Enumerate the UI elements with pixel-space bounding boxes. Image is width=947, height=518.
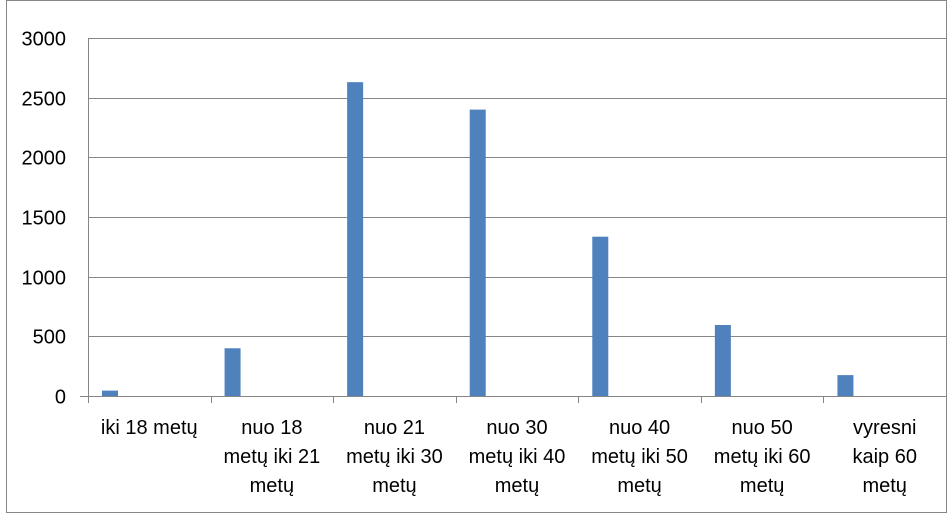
x-tick-label: metų (617, 475, 661, 497)
bars (102, 82, 854, 397)
y-tick-label: 0 (55, 387, 66, 409)
x-tick-label: nuo 21 (364, 417, 425, 439)
y-axis-tick-labels: 0 500 1000 1500 2000 2500 3000 (22, 29, 67, 409)
x-tick-label: metų (862, 475, 906, 497)
x-tick-label: vyresni (853, 417, 916, 439)
x-tick-label: kaip 60 (852, 446, 917, 468)
x-tick-label: metų iki 21 (223, 446, 320, 468)
y-tick-label: 3000 (22, 29, 67, 51)
bar (102, 390, 118, 396)
x-tick-label: nuo 18 (241, 417, 302, 439)
y-tick-label: 1000 (22, 268, 67, 290)
bar (224, 348, 241, 396)
x-axis-category-labels: iki 18 metų nuo 18 metų iki 21 metų nuo 21 me… (101, 417, 917, 497)
x-tick-label: metų iki 60 (714, 446, 811, 468)
bar (837, 375, 854, 396)
x-tick-label: nuo 30 (486, 417, 547, 439)
x-tick-label: metų iki 30 (346, 446, 443, 468)
bar (347, 82, 364, 397)
gridlines (88, 38, 946, 337)
y-tick-label: 2000 (22, 148, 67, 170)
x-tick-label: nuo 40 (609, 417, 670, 439)
x-tick-label: metų (740, 475, 784, 497)
axes (80, 38, 947, 403)
bar (592, 236, 609, 396)
bar (714, 324, 731, 396)
y-tick-label: 500 (33, 327, 66, 349)
x-tick-label: metų iki 50 (591, 446, 688, 468)
x-tick-label: nuo 50 (732, 417, 793, 439)
x-tick-label: metų (495, 475, 539, 497)
x-tick-label: metų (372, 475, 416, 497)
bar (469, 109, 486, 396)
y-tick-label: 2500 (22, 89, 67, 111)
x-tick-label: iki 18 metų (101, 417, 198, 439)
x-tick-label: metų iki 40 (469, 446, 566, 468)
x-tick-label: metų (250, 475, 294, 497)
y-tick-label: 1500 (22, 208, 67, 230)
